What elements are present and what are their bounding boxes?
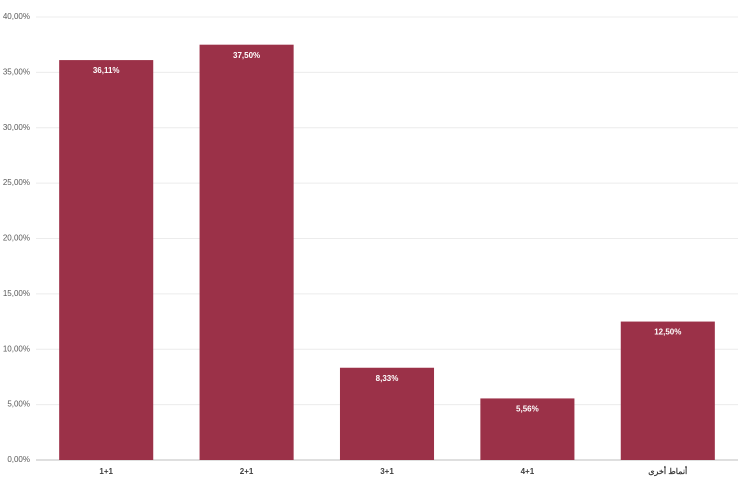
y-tick-label: 20,00%: [3, 234, 30, 243]
data-label: 5,56%: [516, 405, 539, 414]
y-tick-label: 30,00%: [3, 123, 30, 132]
bar: [480, 398, 575, 460]
y-tick-label: 10,00%: [3, 344, 30, 353]
x-tick-label: 1+1: [99, 467, 113, 476]
y-tick-label: 35,00%: [3, 67, 30, 76]
bar: [339, 367, 435, 460]
x-tick-label: 3+1: [380, 467, 394, 476]
data-label: 37,50%: [233, 51, 260, 60]
x-tick-label: 2+1: [240, 467, 254, 476]
y-tick-label: 25,00%: [3, 178, 30, 187]
x-tick-label: 4+1: [521, 467, 535, 476]
bar: [199, 44, 294, 460]
bar: [59, 60, 154, 460]
data-label: 8,33%: [376, 374, 399, 383]
data-label: 36,11%: [93, 66, 120, 75]
x-tick-label: أنماط أخرى: [648, 464, 687, 477]
bar: [620, 321, 715, 460]
y-tick-label: 15,00%: [3, 289, 30, 298]
y-tick-label: 0,00%: [7, 455, 30, 464]
data-label: 12,50%: [654, 328, 681, 337]
y-tick-label: 40,00%: [3, 12, 30, 21]
y-tick-label: 5,00%: [7, 400, 30, 409]
